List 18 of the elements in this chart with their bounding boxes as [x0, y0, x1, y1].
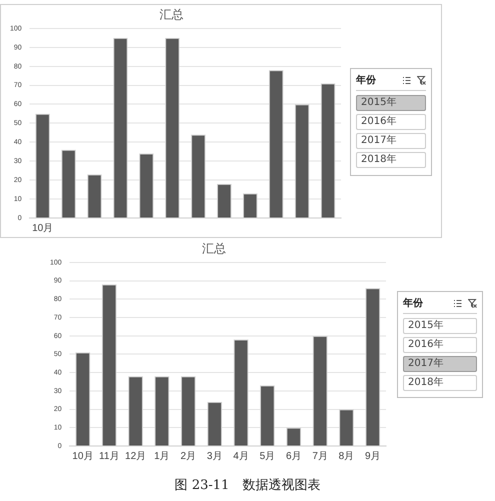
x-tick-label: 5月: [260, 450, 276, 462]
x-tick-label: 10月: [72, 450, 94, 462]
x-tick-label: 3月: [206, 450, 222, 462]
x-tick-label: 7月: [312, 450, 328, 462]
x-tick-label: 11月: [99, 450, 120, 462]
x-tick-label: 2月: [180, 450, 196, 462]
filter-panel: 年份 2015年 2016年 2017年 2018年: [350, 68, 432, 176]
chart-title: 汇总: [202, 241, 226, 256]
chart-title: 汇总: [160, 7, 184, 22]
x-tick-label: 8月: [338, 450, 354, 462]
filter-panel: 年份 2015年 2016年 2017年 2018年: [397, 291, 483, 398]
caption: 图 23-11 数据透视图表: [174, 477, 322, 494]
x-tick-label: 4月: [233, 450, 249, 462]
x-tick-label: 9月: [365, 450, 381, 462]
x-tick-label: 6月: [286, 450, 302, 462]
x-tick-label: 1月: [154, 450, 170, 462]
x-tick-label: 12月: [125, 450, 146, 462]
x-tick-label: 10月: [32, 222, 54, 234]
